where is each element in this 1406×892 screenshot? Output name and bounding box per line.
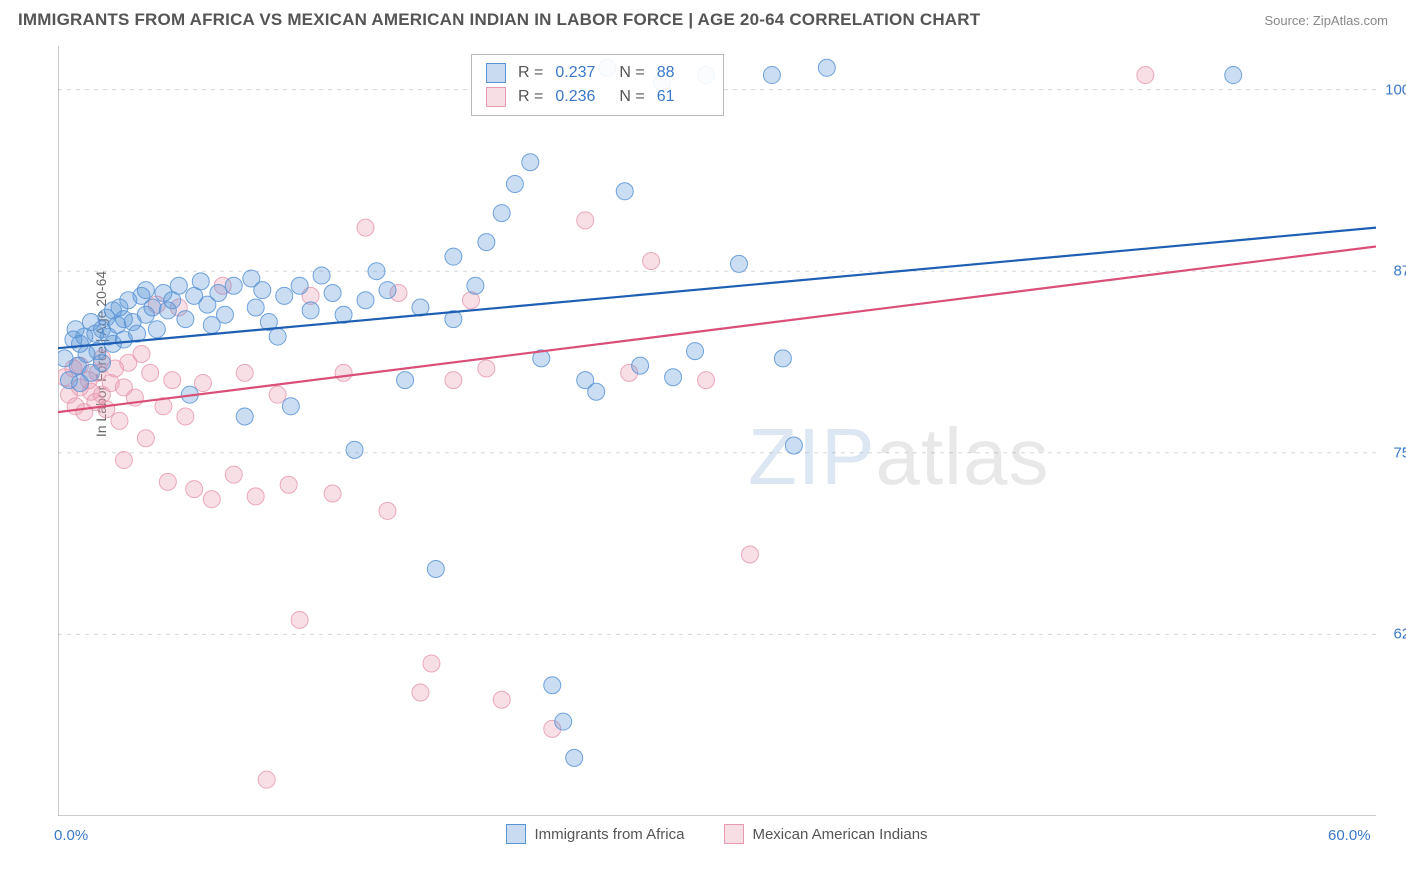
- chart-container: In Labor Force | Age 20-64 R = 0.237 N =…: [48, 46, 1378, 826]
- legend-row-series-0: R = 0.237 N = 88: [486, 61, 709, 85]
- bottom-legend: Immigrants from Africa Mexican American …: [58, 824, 1376, 844]
- y-tick-label: 100.0%: [1380, 81, 1406, 98]
- bottom-legend-swatch-1: [724, 824, 744, 844]
- bottom-legend-item-0: Immigrants from Africa: [506, 824, 684, 844]
- y-tick-label: 62.5%: [1380, 626, 1406, 643]
- source-label: Source: ZipAtlas.com: [1264, 13, 1388, 28]
- legend-row-series-1: R = 0.236 N = 61: [486, 85, 709, 109]
- bottom-legend-item-1: Mexican American Indians: [724, 824, 927, 844]
- legend-r-value-0: 0.237: [555, 61, 607, 85]
- legend-swatch-1: [486, 87, 506, 107]
- bottom-legend-label-1: Mexican American Indians: [752, 826, 927, 843]
- bottom-legend-swatch-0: [506, 824, 526, 844]
- legend-n-label-1: N =: [619, 85, 644, 109]
- page-title: IMMIGRANTS FROM AFRICA VS MEXICAN AMERIC…: [18, 10, 980, 30]
- bottom-legend-label-0: Immigrants from Africa: [534, 826, 684, 843]
- scatter-plot-svg: [58, 46, 1376, 816]
- y-tick-label: 87.5%: [1380, 263, 1406, 280]
- x-tick-label: 60.0%: [1328, 827, 1371, 844]
- legend-r-label-0: R =: [518, 61, 543, 85]
- legend-r-value-1: 0.236: [555, 85, 607, 109]
- x-tick-label: 0.0%: [54, 827, 88, 844]
- legend-n-label-0: N =: [619, 61, 644, 85]
- y-tick-label: 75.0%: [1380, 444, 1406, 461]
- plot-area: R = 0.237 N = 88 R = 0.236 N = 61 ZIPatl…: [58, 46, 1376, 816]
- legend-swatch-0: [486, 63, 506, 83]
- correlation-legend: R = 0.237 N = 88 R = 0.236 N = 61: [471, 54, 724, 116]
- legend-n-value-1: 61: [657, 85, 709, 109]
- legend-n-value-0: 88: [657, 61, 709, 85]
- legend-r-label-1: R =: [518, 85, 543, 109]
